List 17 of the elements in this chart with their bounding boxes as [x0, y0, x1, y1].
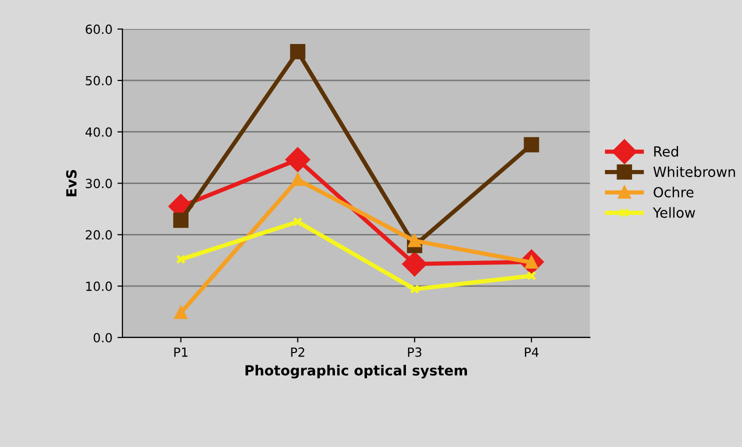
legend-label: Whitebrown: [653, 166, 735, 178]
x-tick-label: P1: [174, 348, 188, 357]
legend-label: Ochre: [654, 186, 694, 198]
legend-label: Yellow: [652, 207, 696, 218]
y-tick-label: 10.0: [86, 282, 112, 292]
x-tick-label: P2: [291, 347, 304, 357]
y-axis-title: EvS: [66, 170, 77, 196]
x-tick-label: P4: [524, 348, 538, 357]
y-tick-label: 60.0: [86, 24, 112, 34]
x-axis-title: Photographic optical system: [246, 364, 467, 378]
y-tick-label: 30.0: [86, 178, 112, 188]
y-tick-label: 0.0: [94, 332, 112, 342]
y-tick-label: 50.0: [86, 76, 112, 86]
y-tick-label: 20.0: [86, 230, 112, 240]
x-tick-label: P3: [408, 347, 422, 357]
y-tick-label: 40.0: [85, 127, 112, 137]
legend-label: Red: [654, 146, 678, 157]
